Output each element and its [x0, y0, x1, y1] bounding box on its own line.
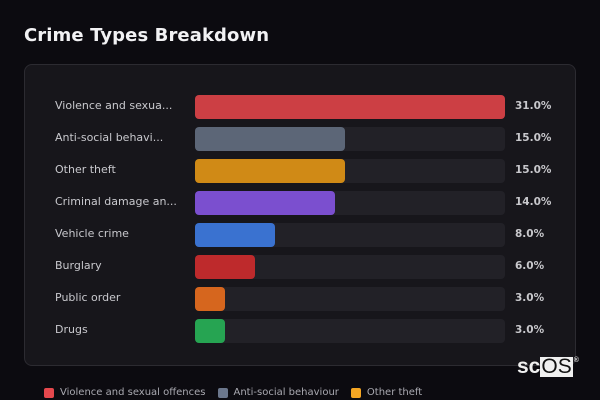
- bar-label: Drugs: [55, 323, 88, 336]
- bar-row: Vehicle crime 8.0%: [25, 223, 575, 247]
- bar-fill[interactable]: [195, 95, 505, 119]
- bar-track: [195, 95, 505, 119]
- bar-fill[interactable]: [195, 287, 225, 311]
- bar-label: Burglary: [55, 259, 102, 272]
- bar-row: Drugs 3.0%: [25, 319, 575, 343]
- bar-row: Burglary 6.0%: [25, 255, 575, 279]
- legend-swatch-icon: [217, 387, 228, 398]
- bar-track: [195, 159, 505, 183]
- bar-track: [195, 127, 505, 151]
- bar-fill[interactable]: [195, 319, 225, 343]
- bar-label: Public order: [55, 291, 121, 304]
- bar-label: Anti-social behavi...: [55, 131, 164, 144]
- legend-swatch-icon: [350, 387, 361, 398]
- bar-row: Other theft 15.0%: [25, 159, 575, 183]
- legend-label: Violence and sexual offences: [60, 387, 206, 398]
- bar-label: Other theft: [55, 163, 116, 176]
- bar-label: Criminal damage an...: [55, 195, 177, 208]
- legend-item[interactable]: Violence and sexual offences: [44, 387, 206, 398]
- legend-label: Anti-social behaviour: [233, 387, 339, 398]
- bar-value: 3.0%: [515, 324, 545, 336]
- bar-track: [195, 255, 505, 279]
- bar-row: Public order 3.0%: [25, 287, 575, 311]
- bar-value: 15.0%: [515, 132, 552, 144]
- bar-value: 8.0%: [515, 228, 545, 240]
- legend-item[interactable]: Other theft: [350, 387, 423, 398]
- bar-fill[interactable]: [195, 255, 255, 279]
- bar-value: 3.0%: [515, 292, 545, 304]
- bar-label: Vehicle crime: [55, 227, 129, 240]
- bar-fill[interactable]: [195, 223, 275, 247]
- registered-mark: ®: [573, 357, 579, 364]
- legend-label: Other theft: [366, 387, 423, 398]
- bar-label: Violence and sexua...: [55, 99, 173, 112]
- chart-title: Crime Types Breakdown: [24, 25, 270, 46]
- bar-row: Anti-social behavi... 15.0%: [25, 127, 575, 151]
- bar-fill[interactable]: [195, 191, 335, 215]
- bar-row: Violence and sexua... 31.0%: [25, 95, 575, 119]
- watermark-boxed: OS: [540, 355, 573, 378]
- legend-item[interactable]: Anti-social behaviour: [217, 387, 339, 398]
- watermark-prefix: sc: [517, 355, 541, 378]
- bar-track: [195, 319, 505, 343]
- chart-card: Violence and sexua... 31.0% Anti-social be…: [24, 64, 576, 366]
- bar-track: [195, 287, 505, 311]
- bar-value: 14.0%: [515, 196, 552, 208]
- scos-watermark-logo: sc OS ®: [517, 355, 579, 378]
- bar-track: [195, 191, 505, 215]
- chart-legend: Violence and sexual offences Anti-social …: [44, 387, 422, 398]
- bar-row: Criminal damage an... 14.0%: [25, 191, 575, 215]
- bar-fill[interactable]: [195, 127, 345, 151]
- bar-value: 6.0%: [515, 260, 545, 272]
- bar-value: 31.0%: [515, 100, 552, 112]
- bar-value: 15.0%: [515, 164, 552, 176]
- bar-fill[interactable]: [195, 159, 345, 183]
- legend-swatch-icon: [44, 387, 54, 398]
- bar-track: [195, 223, 505, 247]
